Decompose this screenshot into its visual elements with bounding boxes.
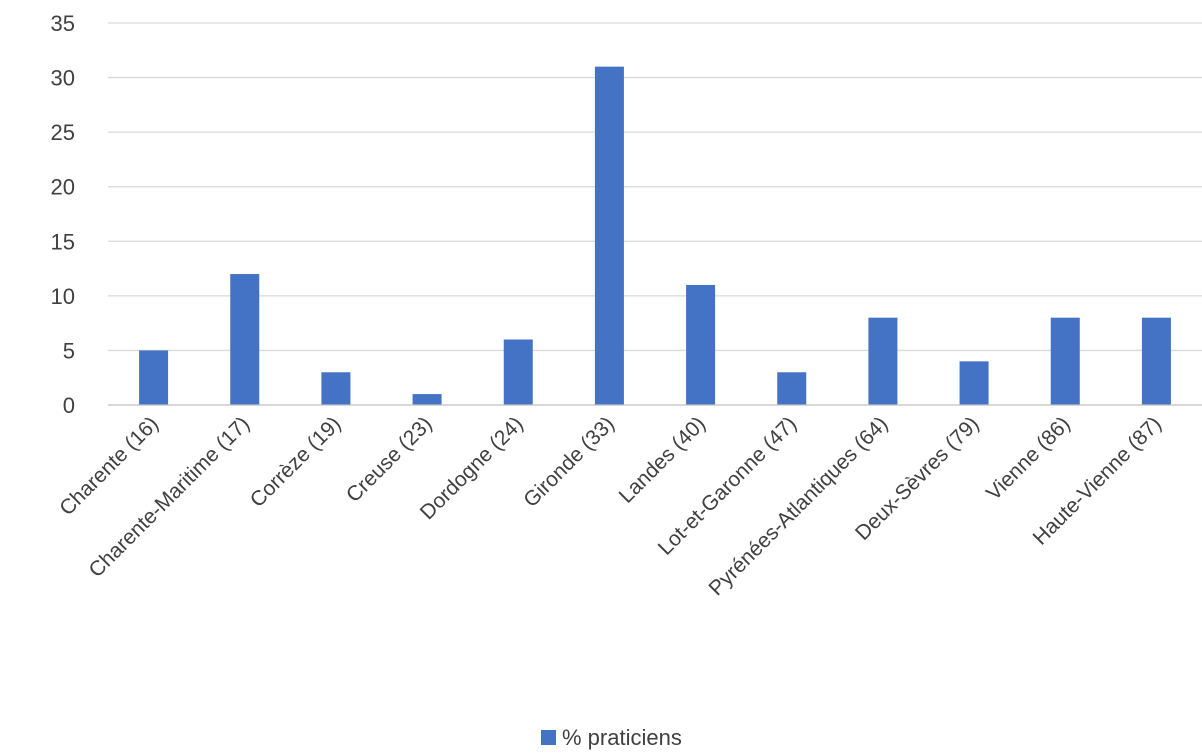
legend-label: % praticiens — [562, 725, 682, 750]
bars — [139, 66, 1171, 406]
x-tick-label: Pyrénées-Atlantiques (64) — [705, 412, 893, 600]
bar — [139, 350, 169, 405]
x-tick-label: Gironde (33) — [519, 412, 619, 512]
y-tick-label: 0 — [63, 393, 75, 418]
y-axis-ticks: 0 5 10 15 20 25 30 35 — [51, 11, 75, 418]
x-tick-label: Creuse (23) — [342, 412, 437, 507]
bar — [1141, 317, 1171, 405]
bar — [321, 372, 351, 405]
bar — [959, 361, 989, 405]
y-tick-label: 25 — [51, 120, 75, 145]
x-axis-ticks: Charente (16)Charente-Maritime (17)Corrè… — [55, 412, 1166, 600]
legend: % praticiens — [541, 725, 682, 750]
x-tick-label: Landes (40) — [615, 412, 711, 508]
y-tick-label: 35 — [51, 11, 75, 36]
y-tick-label: 20 — [51, 175, 75, 200]
bar — [503, 339, 533, 405]
bar — [1050, 317, 1080, 405]
y-tick-label: 5 — [63, 338, 75, 363]
legend-swatch — [541, 730, 556, 745]
bar — [777, 372, 807, 405]
bar — [868, 317, 898, 405]
bar — [686, 284, 716, 405]
bar — [594, 66, 624, 406]
x-tick-label: Vienne (86) — [982, 412, 1075, 505]
x-tick-label: Corrèze (19) — [246, 412, 346, 512]
y-tick-label: 15 — [51, 229, 75, 254]
y-tick-label: 10 — [51, 284, 75, 309]
x-tick-label: Charente-Maritime (17) — [85, 412, 255, 582]
bar — [412, 394, 442, 405]
gridlines — [108, 22, 1202, 352]
y-tick-label: 30 — [51, 66, 75, 91]
bar — [230, 274, 260, 405]
